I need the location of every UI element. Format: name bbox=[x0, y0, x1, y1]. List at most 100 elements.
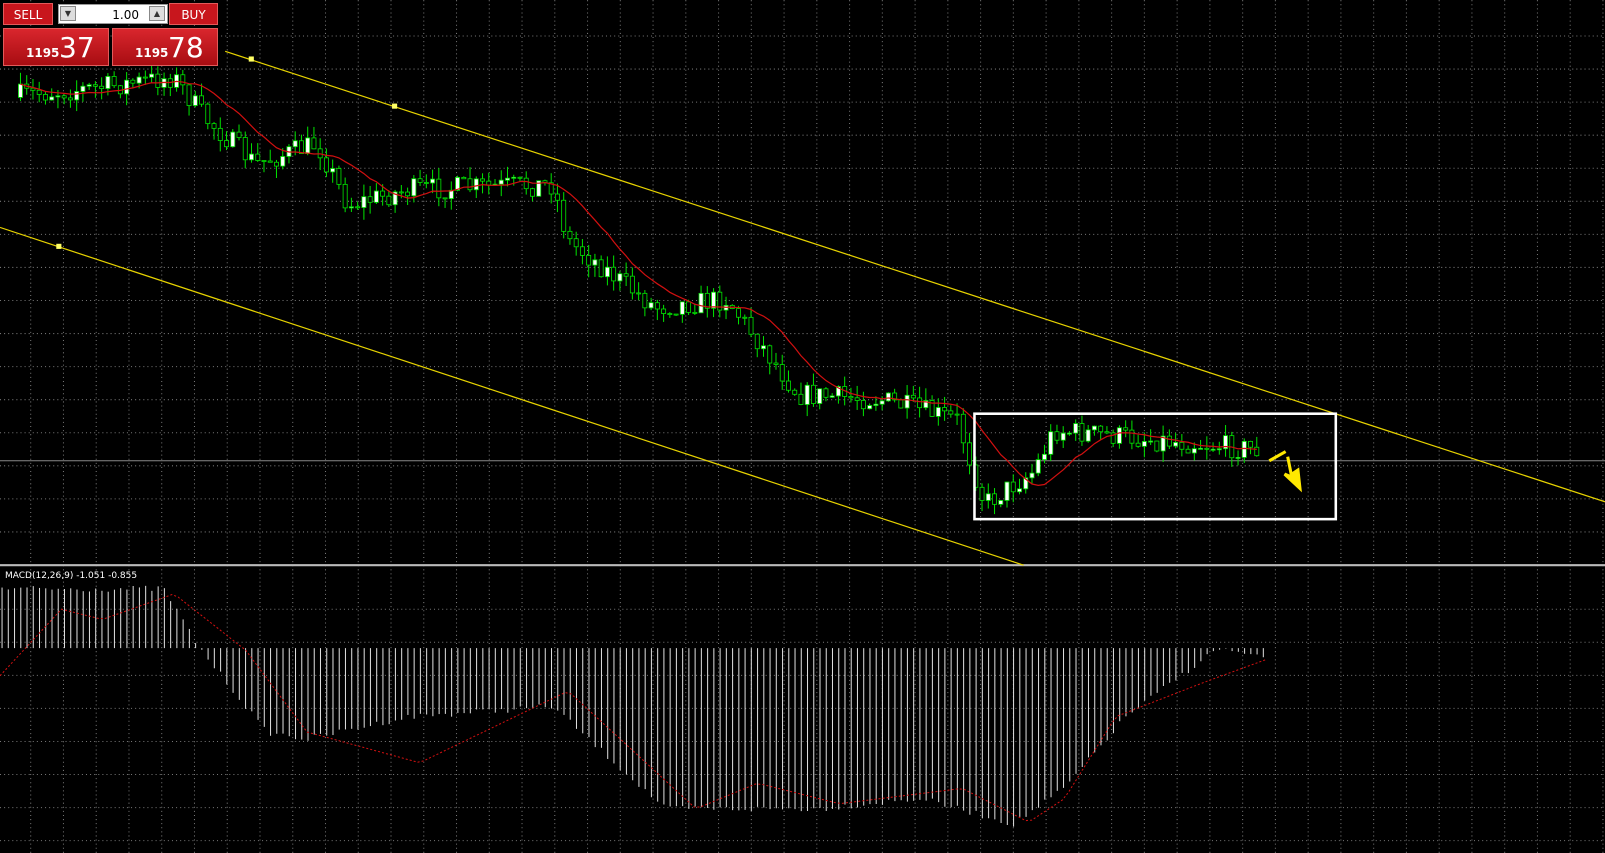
candle-body bbox=[149, 73, 155, 78]
candle-body bbox=[1248, 440, 1253, 448]
candle-body bbox=[274, 161, 279, 167]
candle-body bbox=[242, 137, 248, 161]
candle-body bbox=[1035, 459, 1041, 474]
anchor-point bbox=[56, 243, 62, 249]
candle-body bbox=[380, 190, 386, 197]
candle-body bbox=[985, 493, 991, 501]
candle-body bbox=[779, 364, 785, 382]
candle-body bbox=[1073, 423, 1079, 434]
candle-body bbox=[835, 386, 841, 397]
lot-down[interactable]: ▼ bbox=[60, 6, 76, 21]
candle-body bbox=[854, 397, 860, 401]
candle-body bbox=[810, 384, 816, 404]
candle-body bbox=[623, 273, 629, 277]
candle-body bbox=[1110, 432, 1116, 444]
candle-body bbox=[567, 230, 573, 240]
candle-body bbox=[792, 389, 798, 395]
candle-body bbox=[579, 246, 585, 256]
candle-body bbox=[992, 493, 997, 505]
candle-body bbox=[180, 74, 186, 86]
candle-body bbox=[817, 388, 823, 404]
candle-body bbox=[1160, 435, 1166, 452]
candle-body bbox=[1179, 442, 1185, 450]
buy-price[interactable]: 1195 78 bbox=[112, 28, 218, 66]
candle-body bbox=[536, 180, 542, 197]
candle-body bbox=[636, 292, 642, 295]
candle-body bbox=[255, 153, 261, 161]
candle-body bbox=[486, 180, 492, 186]
candle-body bbox=[867, 405, 873, 410]
candle-body bbox=[442, 197, 448, 200]
candle-body bbox=[423, 182, 429, 184]
candle-body bbox=[473, 178, 479, 191]
arrow bbox=[1268, 450, 1302, 493]
candle-body bbox=[1148, 440, 1154, 443]
candle-body bbox=[411, 178, 417, 197]
candle-body bbox=[111, 76, 117, 87]
candle-body bbox=[74, 91, 80, 101]
candle-body bbox=[1066, 432, 1072, 435]
candle-body bbox=[617, 273, 623, 282]
candle-body bbox=[929, 400, 935, 417]
candle-body bbox=[80, 85, 86, 92]
candle-body bbox=[298, 140, 304, 154]
candle-body bbox=[249, 153, 254, 161]
candle-body bbox=[130, 79, 136, 84]
price-pips: 78 bbox=[168, 31, 204, 64]
candle-body bbox=[398, 191, 404, 194]
candle-body bbox=[1254, 446, 1260, 457]
candle-body bbox=[1060, 432, 1066, 441]
candle-body bbox=[205, 103, 211, 125]
price-figure: 1195 bbox=[26, 46, 60, 60]
candle-body bbox=[917, 397, 923, 409]
candle-body bbox=[217, 127, 223, 141]
candle-body bbox=[673, 313, 679, 316]
candle-body bbox=[1079, 423, 1085, 442]
candle-body bbox=[124, 79, 130, 95]
candle-body bbox=[879, 400, 885, 405]
candle-body bbox=[36, 89, 42, 95]
candle-body bbox=[704, 292, 710, 309]
candle-body bbox=[898, 399, 904, 409]
candle-body bbox=[136, 76, 142, 84]
candle-body bbox=[1191, 448, 1197, 454]
lot-input[interactable]: 1.00 bbox=[58, 4, 168, 24]
price-pips: 37 bbox=[59, 31, 95, 64]
sell-price[interactable]: 1195 37 bbox=[3, 28, 109, 66]
candle-body bbox=[1216, 448, 1222, 451]
macd-signal bbox=[0, 594, 1266, 822]
buy-button[interactable]: BUY bbox=[169, 3, 218, 25]
candle-body bbox=[967, 442, 973, 466]
candle-body bbox=[261, 160, 267, 162]
candle-body bbox=[392, 191, 398, 206]
candle-body bbox=[461, 176, 467, 180]
candle-body bbox=[648, 302, 654, 309]
candle-body bbox=[186, 84, 192, 106]
lot-up[interactable]: ▲ bbox=[149, 6, 165, 21]
sell-button[interactable]: SELL bbox=[3, 3, 53, 25]
candle-body bbox=[305, 137, 311, 154]
candle-body bbox=[1098, 425, 1104, 433]
candle-body bbox=[1048, 431, 1054, 455]
candle-body bbox=[323, 157, 329, 173]
candle-body bbox=[798, 393, 804, 405]
candle-body bbox=[592, 259, 598, 266]
candle-body bbox=[804, 384, 810, 405]
candle-body bbox=[61, 95, 67, 99]
candle-body bbox=[942, 407, 948, 412]
channel-upper bbox=[225, 50, 1605, 503]
candle-body bbox=[1004, 481, 1010, 501]
candle-body bbox=[18, 83, 23, 98]
candle-body bbox=[455, 176, 461, 191]
candle-body bbox=[979, 486, 985, 501]
candle-body bbox=[667, 313, 673, 315]
candle-body bbox=[717, 291, 723, 311]
candle-body bbox=[1123, 427, 1129, 431]
candle-body bbox=[92, 84, 98, 87]
candle-body bbox=[767, 345, 773, 364]
candle-body bbox=[848, 396, 854, 399]
candle-body bbox=[1017, 488, 1022, 493]
candle-body bbox=[604, 266, 610, 278]
candle-body bbox=[654, 302, 660, 310]
candle-body bbox=[873, 403, 879, 406]
